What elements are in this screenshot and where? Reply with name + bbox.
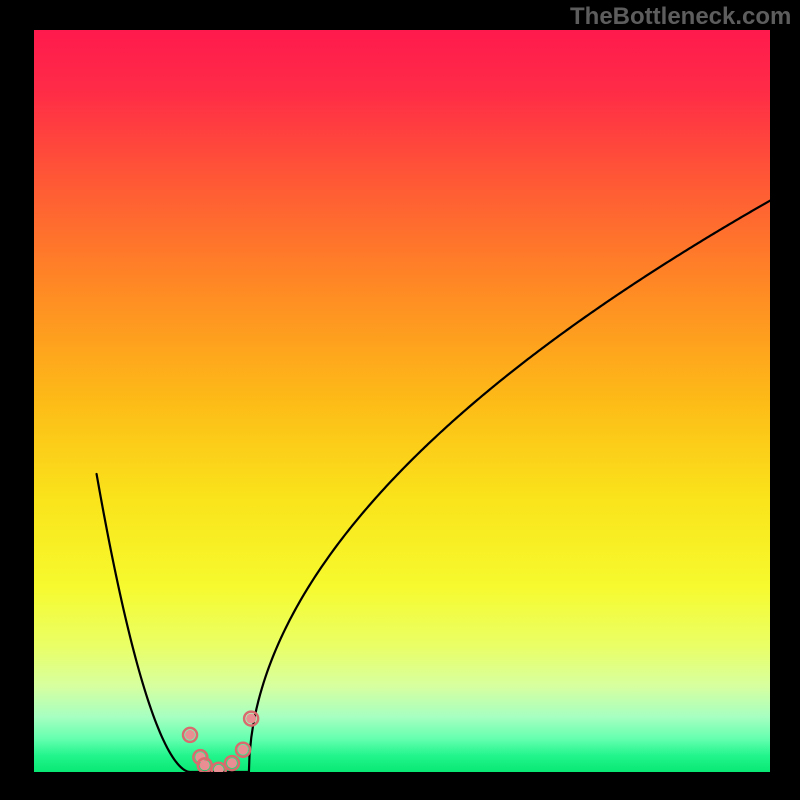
bottleneck-curve: [97, 201, 770, 772]
curve-overlay: [34, 30, 770, 772]
chart-root: TheBottleneck.com: [0, 0, 800, 800]
marker-point: [244, 712, 258, 726]
marker-point: [225, 756, 239, 770]
marker-point: [183, 728, 197, 742]
marker-point: [198, 758, 212, 772]
watermark-text: TheBottleneck.com: [570, 3, 791, 31]
plot-area: [34, 30, 770, 772]
marker-point: [212, 763, 226, 772]
marker-point: [236, 743, 250, 757]
